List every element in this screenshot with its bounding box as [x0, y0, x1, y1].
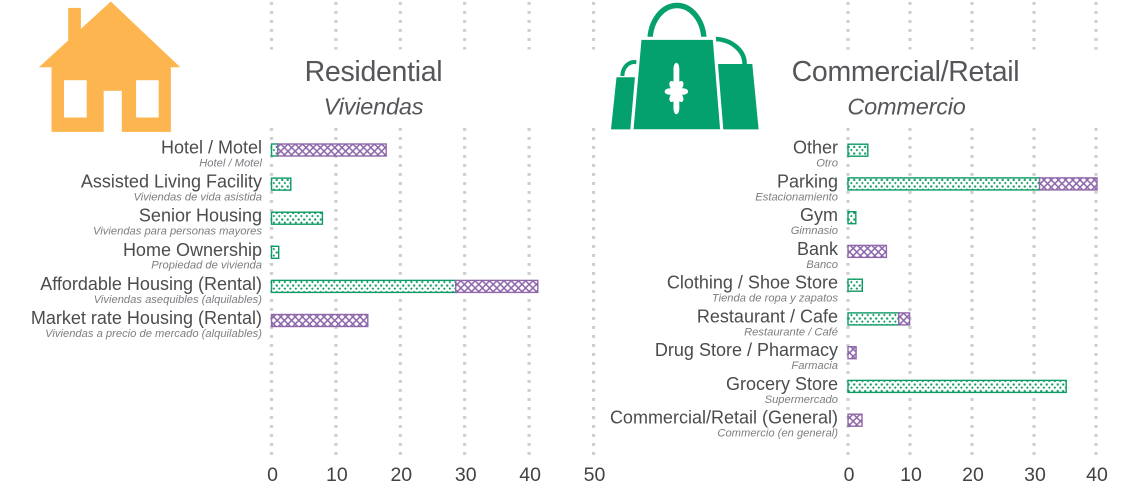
svg-text:Banco: Banco — [806, 259, 838, 271]
svg-text:0: 0 — [267, 464, 278, 486]
svg-text:Market rate Housing (Rental): Market rate Housing (Rental) — [31, 308, 262, 328]
svg-text:Commercial/Retail: Commercial/Retail — [792, 56, 1020, 88]
svg-text:Farmacia: Farmacia — [791, 360, 838, 372]
svg-text:30: 30 — [1024, 464, 1046, 486]
svg-text:Other: Other — [793, 138, 838, 158]
svg-text:Affordable Housing (Rental): Affordable Housing (Rental) — [40, 274, 262, 294]
svg-text:Viviendas: Viviendas — [324, 94, 424, 120]
svg-text:Otro: Otro — [816, 158, 838, 170]
svg-text:Clothing / Shoe Store: Clothing / Shoe Store — [667, 273, 838, 293]
svg-text:Commercial/Retail (General): Commercial/Retail (General) — [610, 408, 838, 428]
svg-text:Senior Housing: Senior Housing — [139, 206, 262, 226]
svg-text:Assisted Living Facility: Assisted Living Facility — [81, 172, 262, 192]
svg-text:Restaurant / Cafe: Restaurant / Cafe — [697, 306, 838, 326]
svg-text:Restaurante / Café: Restaurante / Café — [744, 326, 838, 338]
svg-text:Drug Store / Pharmacy: Drug Store / Pharmacy — [655, 340, 838, 360]
svg-text:Viviendas a precio de mercado: Viviendas a precio de mercado (alquilabl… — [45, 328, 262, 340]
svg-text:Commercio: Commercio — [847, 94, 965, 120]
svg-text:Viviendas asequibles (alquilab: Viviendas asequibles (alquilables) — [94, 294, 263, 306]
svg-text:Residential: Residential — [305, 56, 443, 88]
svg-text:20: 20 — [962, 464, 984, 486]
svg-text:Viviendas de vida asistida: Viviendas de vida asistida — [133, 192, 262, 204]
svg-text:Bank: Bank — [797, 239, 839, 259]
svg-text:10: 10 — [326, 464, 348, 486]
svg-text:40: 40 — [1086, 464, 1108, 486]
svg-text:Tienda de ropa y zapatos: Tienda de ropa y zapatos — [712, 293, 839, 305]
svg-text:Commercio (en general): Commercio (en general) — [717, 428, 838, 440]
svg-text:40: 40 — [519, 464, 541, 486]
svg-text:Viviendas para personas mayore: Viviendas para personas mayores — [93, 226, 262, 238]
svg-text:20: 20 — [390, 464, 412, 486]
svg-text:Supermercado: Supermercado — [765, 394, 838, 406]
svg-text:Gimnasio: Gimnasio — [791, 225, 838, 237]
svg-text:Parking: Parking — [777, 171, 838, 191]
svg-text:10: 10 — [900, 464, 922, 486]
svg-text:50: 50 — [584, 464, 606, 486]
svg-text:Grocery Store: Grocery Store — [726, 374, 838, 394]
svg-text:Propiedad de vivienda: Propiedad de vivienda — [151, 260, 262, 272]
svg-text:Hotel / Motel: Hotel / Motel — [199, 157, 262, 169]
svg-text:Estacionamiento: Estacionamiento — [755, 191, 838, 203]
svg-text:Hotel / Motel: Hotel / Motel — [161, 138, 262, 158]
svg-text:30: 30 — [455, 464, 477, 486]
svg-text:Home Ownership: Home Ownership — [123, 240, 262, 260]
svg-text:Gym: Gym — [800, 205, 838, 225]
svg-text:0: 0 — [844, 464, 855, 486]
